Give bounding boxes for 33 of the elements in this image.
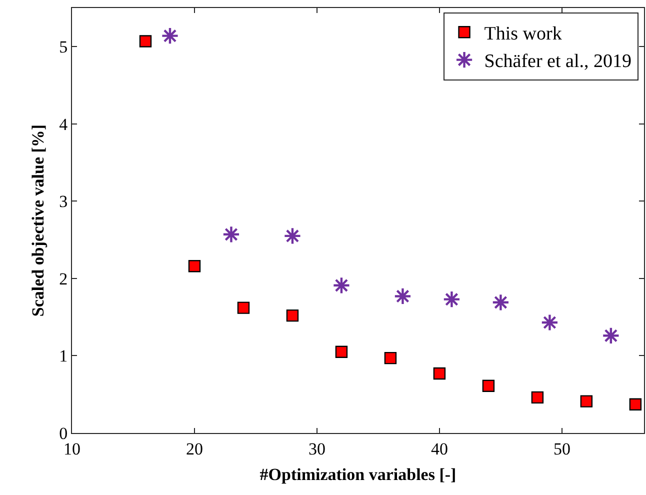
- y-axis-title: Scaled objective value [%]: [28, 124, 48, 317]
- y-tick-label: 1: [59, 346, 68, 366]
- point: [384, 352, 397, 364]
- x-tick-label: 30: [308, 439, 326, 458]
- x-axis-title: #Optimization variables [-]: [260, 464, 456, 484]
- y-tick-label: 4: [59, 114, 68, 134]
- point: [394, 287, 412, 306]
- point: [139, 35, 152, 48]
- point: [531, 391, 544, 404]
- point: [580, 395, 593, 408]
- point: [442, 290, 461, 308]
- x-tick-label: 40: [430, 439, 448, 458]
- legend-label: This work: [484, 24, 562, 45]
- legend-label: Schäfer et al., 2019: [484, 51, 632, 72]
- y-tick-label: 2: [59, 269, 68, 288]
- point: [540, 314, 559, 332]
- point: [284, 227, 302, 245]
- point: [335, 346, 348, 358]
- y-tick-label: 5: [59, 38, 68, 57]
- point: [286, 309, 299, 322]
- point: [222, 226, 240, 244]
- point: [188, 260, 201, 272]
- x-tick-label: 50: [553, 439, 570, 458]
- point: [602, 326, 620, 345]
- point: [332, 276, 350, 294]
- x-tick-label: 20: [186, 439, 203, 458]
- point: [161, 26, 179, 45]
- y-tick-label: 3: [59, 192, 68, 212]
- point: [237, 302, 250, 314]
- point: [629, 398, 642, 411]
- point: [482, 380, 495, 392]
- point: [492, 294, 510, 312]
- point: [433, 367, 446, 380]
